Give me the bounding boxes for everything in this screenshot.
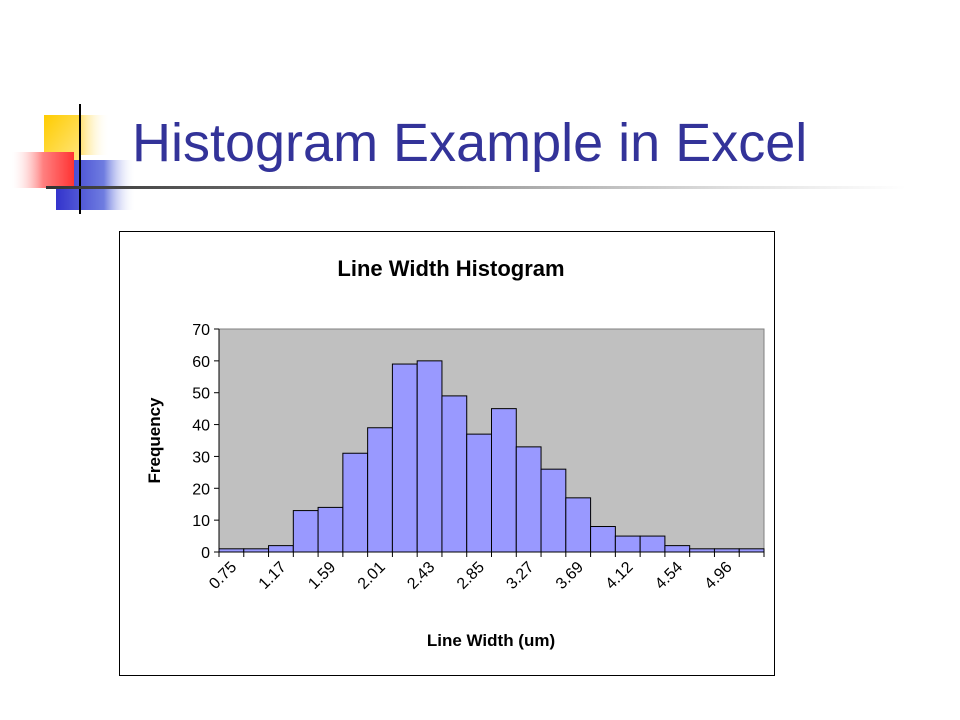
x-axis-label: Line Width (um)	[427, 631, 555, 650]
histogram-bar	[292, 510, 319, 553]
y-tick-label: 50	[192, 386, 210, 403]
y-tick-label: 10	[192, 513, 210, 530]
x-tick-label: 3.69	[553, 559, 587, 593]
histogram-bar	[590, 526, 616, 553]
y-axis-label: Frequency	[145, 397, 164, 484]
y-axis-group: 0 10 20 30 40 50 60 70	[192, 322, 220, 562]
histogram-bar	[491, 408, 517, 553]
decorative-squares	[12, 104, 140, 214]
chart-frame: Line Width Histogram 0 10 20 30 40 50 60 70 0.7…	[119, 231, 775, 676]
y-tick-label: 20	[192, 481, 210, 498]
y-tick-label: 0	[201, 545, 210, 562]
slide-title: Histogram Example in Excel	[132, 113, 808, 173]
x-tick-label: 4.96	[702, 559, 736, 593]
y-tick-label: 70	[192, 322, 210, 339]
x-tick-label: 2.01	[355, 559, 389, 593]
x-tick-label: 2.85	[454, 559, 488, 593]
y-tick-label: 40	[192, 418, 210, 435]
histogram-bar	[540, 468, 567, 553]
x-tick-label: 1.17	[256, 559, 290, 593]
histogram-bar	[664, 545, 691, 553]
histogram-bar	[342, 452, 369, 553]
x-tick-label: 4.54	[652, 559, 686, 593]
histogram-bar	[268, 545, 294, 553]
red-square	[12, 152, 74, 188]
histogram-bar	[317, 506, 344, 553]
x-axis-group: 0.75 1.17 1.59 2.01 2.43 2.85 3.27 3.69 4.12 4.54…	[206, 551, 765, 593]
histogram-bar	[614, 535, 641, 553]
histogram-bar	[466, 433, 492, 553]
x-tick-label: 0.75	[206, 559, 240, 593]
y-tick-label: 60	[192, 354, 210, 371]
x-tick-label: 1.59	[305, 559, 339, 593]
histogram-bar	[515, 446, 542, 553]
histogram-chart: Line Width Histogram 0 10 20 30 40 50 60 70 0.7…	[145, 256, 765, 650]
x-tick-label: 3.27	[503, 559, 537, 593]
x-tick-label: 2.43	[404, 559, 438, 593]
histogram-bar	[441, 395, 468, 553]
yellow-fade	[80, 115, 110, 155]
histogram-bar	[367, 427, 393, 553]
histogram-bar	[565, 497, 592, 553]
y-tick-label: 30	[192, 449, 210, 466]
chart-title: Line Width Histogram	[337, 256, 564, 281]
title-underline	[46, 186, 906, 189]
x-tick-label: 4.12	[603, 559, 637, 593]
histogram-bar	[391, 363, 418, 553]
histogram-bar	[639, 535, 666, 553]
histogram-bar	[416, 360, 443, 553]
